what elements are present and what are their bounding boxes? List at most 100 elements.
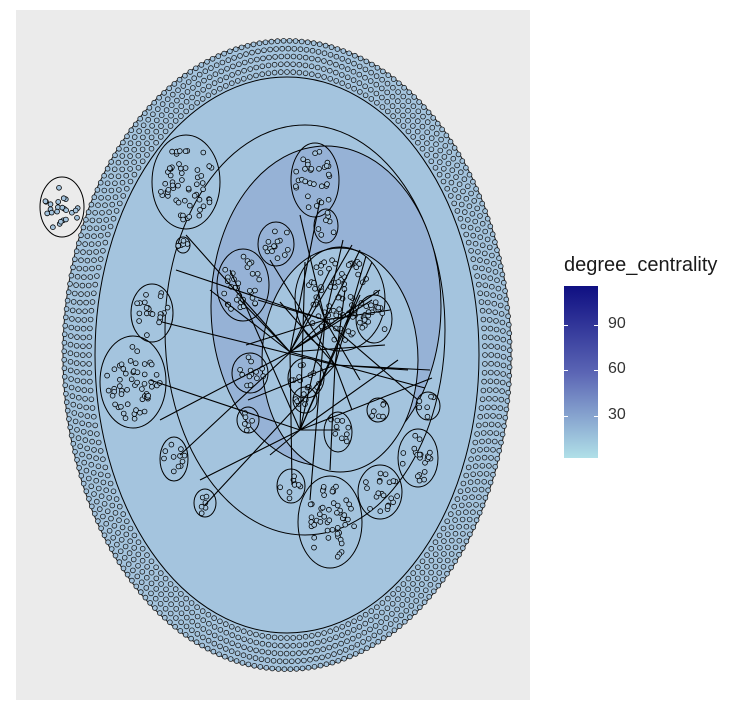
ring-node (115, 530, 121, 536)
ring-node (89, 299, 96, 305)
ring-node (439, 126, 445, 133)
ring-node (74, 377, 81, 384)
ring-node (320, 646, 327, 652)
ring-node (477, 413, 484, 420)
ring-node (138, 579, 145, 586)
cluster-node (424, 404, 431, 411)
ring-node (458, 502, 465, 509)
cluster-node (338, 435, 345, 442)
ring-node (332, 642, 338, 649)
ring-node (99, 210, 105, 216)
ring-node (86, 496, 92, 502)
ring-node (113, 208, 120, 214)
ring-node (70, 264, 76, 271)
cluster-node (252, 287, 258, 294)
ring-node (494, 455, 501, 462)
ring-node (96, 485, 102, 492)
ring-node (479, 307, 486, 314)
ring-node (290, 642, 297, 649)
ring-node (455, 151, 462, 158)
ring-node (78, 232, 84, 239)
ring-node (358, 648, 365, 654)
cluster-node (364, 485, 370, 492)
ring-node (491, 404, 497, 411)
ring-node (299, 665, 306, 672)
cluster-node (145, 392, 152, 399)
cluster-node (421, 476, 427, 483)
cluster-node (321, 259, 328, 266)
ring-node (490, 446, 496, 453)
ring-node (170, 91, 176, 98)
ring-node (80, 360, 86, 367)
ring-node (212, 71, 219, 77)
ring-node (379, 600, 386, 606)
cluster-node (416, 451, 423, 458)
cluster-node (199, 180, 206, 186)
ring-node (135, 140, 142, 147)
ring-node (500, 371, 507, 377)
ring-node (497, 302, 504, 309)
ring-node (490, 413, 496, 419)
ring-node (148, 569, 155, 576)
ring-node (499, 431, 506, 438)
ring-node (209, 55, 216, 62)
ring-node (405, 107, 411, 114)
ring-node (194, 613, 201, 620)
cluster-node (141, 380, 148, 387)
cluster-node (196, 196, 203, 203)
ring-node (503, 406, 510, 413)
ring-node (432, 551, 439, 558)
ring-node (127, 166, 133, 172)
ring-node (421, 104, 427, 110)
ring-node (68, 324, 75, 331)
network-edge (279, 301, 336, 366)
cluster-node (367, 505, 373, 512)
ring-node (430, 588, 437, 595)
ring-node (112, 152, 118, 159)
cluster-node (357, 319, 363, 326)
ring-node (492, 269, 499, 275)
ring-node (424, 152, 430, 158)
ring-node (368, 69, 374, 76)
legend-label-90: 90 (608, 315, 626, 332)
ring-node (82, 241, 88, 247)
cluster-node (181, 452, 188, 459)
ring-node (338, 72, 345, 78)
ring-node (472, 240, 479, 247)
cluster-node (246, 373, 253, 380)
ring-node (80, 343, 86, 350)
network-edge (204, 364, 336, 506)
cluster-circle (130, 283, 174, 343)
ring-node (410, 113, 416, 119)
ring-node (194, 100, 200, 106)
ring-node (252, 655, 259, 661)
ring-node (444, 557, 451, 564)
ring-node (314, 64, 321, 71)
cluster-node (50, 224, 56, 231)
cluster-node (334, 524, 341, 531)
ring-node (493, 318, 499, 324)
ring-node (452, 530, 459, 537)
ring-node (245, 661, 252, 668)
legend-label-60: 60 (608, 360, 626, 377)
ring-node (433, 141, 439, 148)
ring-node (148, 145, 155, 152)
ring-node (346, 50, 352, 57)
ring-node (329, 659, 336, 666)
ring-node (67, 281, 73, 287)
ring-node (185, 79, 192, 85)
cluster-node (54, 208, 60, 215)
ring-node (167, 610, 174, 617)
ring-node (494, 247, 500, 253)
ring-node (405, 575, 412, 582)
network-edge (324, 319, 419, 401)
ring-node (424, 563, 430, 570)
ring-node (86, 361, 92, 367)
cluster-circle (99, 335, 167, 429)
ring-node (277, 61, 284, 68)
ring-node (470, 232, 477, 239)
ring-node (157, 610, 163, 616)
ring-node (396, 623, 403, 629)
ring-node (448, 537, 455, 544)
ring-node (98, 493, 105, 500)
